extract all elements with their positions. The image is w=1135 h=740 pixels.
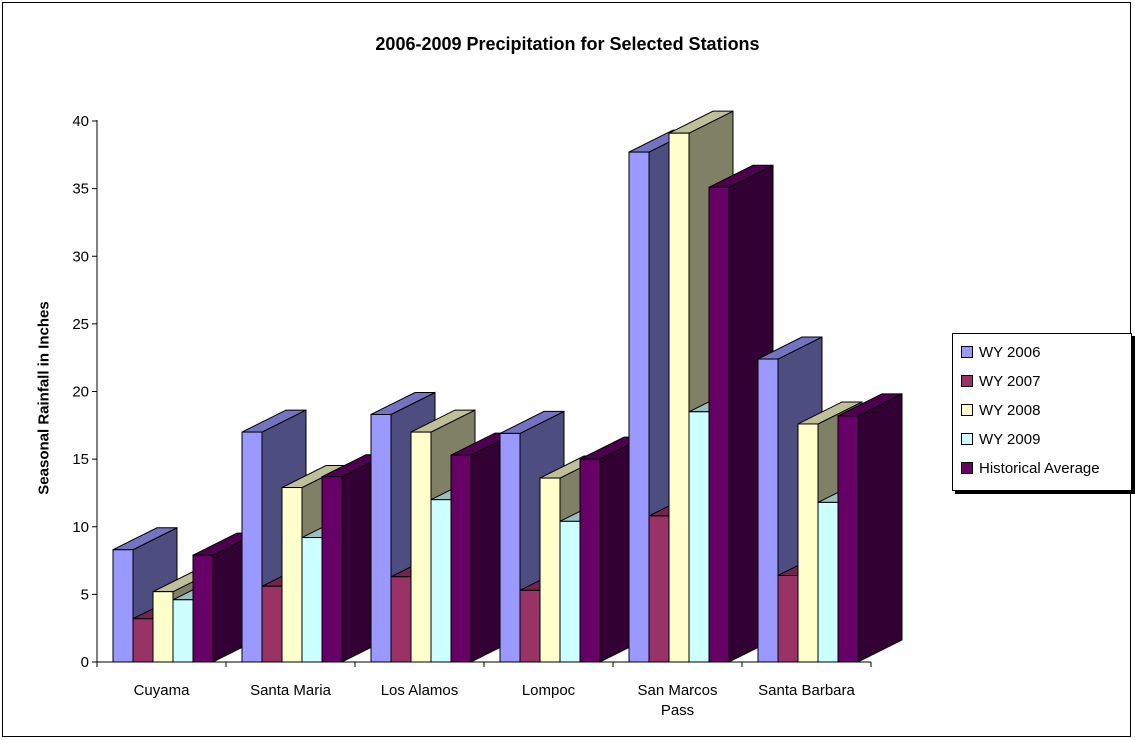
y-tick-label: 30	[72, 248, 89, 265]
bar	[499, 432, 521, 663]
bar-side	[857, 393, 903, 663]
bar	[817, 501, 839, 663]
bar	[628, 151, 650, 663]
x-category-label: Lompoc	[522, 682, 576, 699]
bar	[777, 574, 799, 663]
legend-swatch	[961, 375, 973, 387]
bar	[450, 454, 472, 663]
legend-swatch	[961, 462, 973, 474]
y-tick-label: 40	[72, 113, 89, 130]
bar	[301, 537, 323, 663]
legend-label: WY 2009	[979, 430, 1041, 448]
y-tick-label: 0	[81, 654, 89, 671]
y-tick-label: 35	[72, 181, 89, 198]
bar	[430, 499, 452, 663]
y-tick-label: 20	[72, 384, 89, 401]
bar	[321, 476, 343, 663]
y-tick-label: 10	[72, 519, 89, 536]
bar	[757, 358, 779, 663]
bar	[112, 549, 134, 663]
x-category-label: San Marcos	[637, 682, 717, 699]
legend-item: WY 2009	[961, 429, 1040, 449]
legend-item: Historical Average	[961, 458, 1100, 478]
bar	[668, 132, 690, 663]
legend-item: WY 2006	[961, 342, 1040, 362]
legend-label: WY 2008	[979, 401, 1041, 419]
y-tick-label: 5	[81, 586, 89, 603]
bar	[281, 487, 303, 663]
bar	[579, 458, 601, 663]
bar	[261, 585, 283, 663]
y-tick-label: 25	[72, 316, 89, 333]
legend-swatch	[961, 404, 973, 416]
legend-item: WY 2007	[961, 371, 1040, 391]
bar	[152, 591, 174, 663]
bar	[241, 431, 263, 663]
bar	[410, 431, 432, 663]
legend-swatch	[961, 346, 973, 358]
legend-label: WY 2006	[979, 343, 1041, 361]
bar	[132, 618, 154, 663]
legend: WY 2006 WY 2007 WY 2008 WY 2009 Historical A…	[952, 333, 1132, 491]
legend-label: WY 2007	[979, 372, 1041, 390]
legend-item: WY 2008	[961, 400, 1040, 420]
legend-swatch	[961, 433, 973, 445]
bar	[559, 520, 581, 663]
bar	[708, 186, 730, 663]
bar	[797, 423, 819, 663]
bar	[688, 411, 710, 663]
bar	[192, 554, 214, 663]
bar	[539, 477, 561, 663]
x-category-label: Los Alamos	[381, 682, 459, 699]
x-category-label: Cuyama	[134, 682, 191, 699]
bar	[837, 415, 859, 663]
bar	[390, 576, 412, 663]
bar	[370, 413, 392, 663]
y-tick-label: 15	[72, 451, 89, 468]
x-category-label: Pass	[661, 702, 694, 719]
bar	[172, 599, 194, 663]
x-category-label: Santa Barbara	[758, 682, 855, 699]
x-category-label: Santa Maria	[250, 682, 332, 699]
bar	[648, 515, 670, 663]
bar	[519, 589, 541, 663]
chart-title: 2006-2009 Precipitation for Selected Sta…	[375, 34, 760, 54]
legend-label: Historical Average	[979, 459, 1100, 477]
